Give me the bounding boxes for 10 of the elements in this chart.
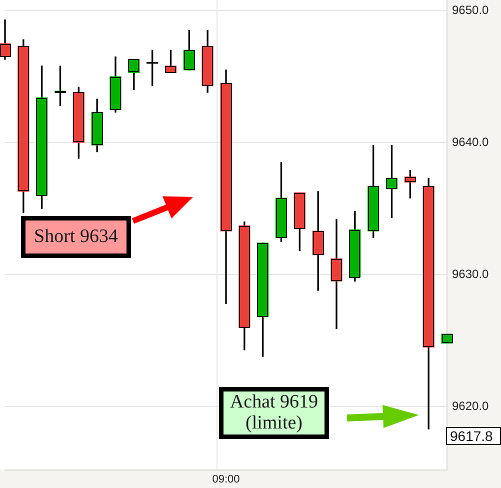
candlestick <box>330 218 342 330</box>
x-tick-label: 09:00 <box>212 474 240 486</box>
y-tick-label: 9630.0 <box>452 266 490 281</box>
text: 9617.8 <box>450 428 494 444</box>
annotation: Achat 9619 (limite) <box>230 391 318 434</box>
y-tick-label: 9620.0 <box>452 398 490 413</box>
candlestick <box>441 334 453 344</box>
y-tick-label: 9650.0 <box>452 2 490 17</box>
annotation: Short 9634 <box>34 226 118 247</box>
y-tick-label: 9640.0 <box>452 134 490 149</box>
